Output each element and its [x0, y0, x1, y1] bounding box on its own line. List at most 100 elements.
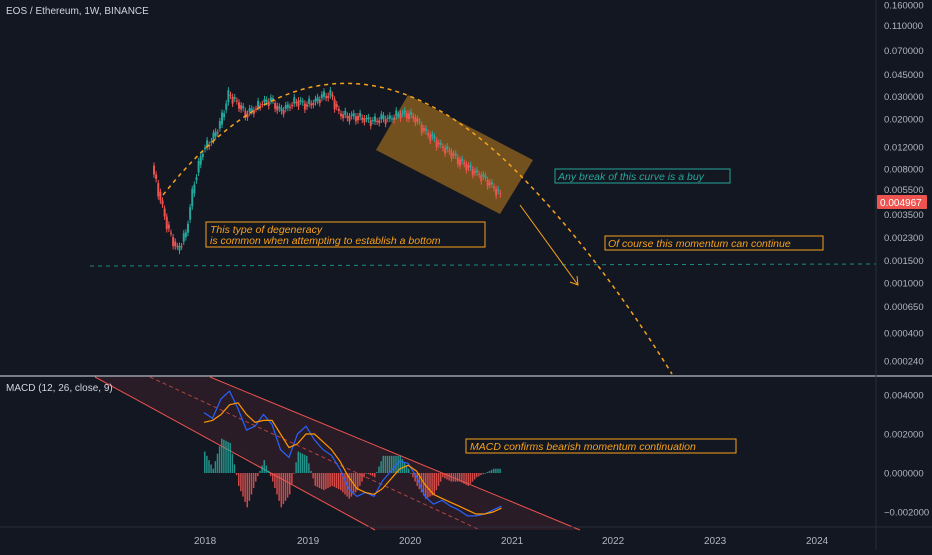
macd-histogram-bar: [333, 473, 336, 487]
annotation-curve-break[interactable]: Any break of this curve is a buy: [554, 168, 731, 184]
candle-body: [246, 113, 249, 118]
candle-body: [361, 117, 364, 120]
macd-histogram-bar: [269, 473, 272, 477]
macd-histogram-bar: [467, 473, 469, 486]
candle-body: [269, 97, 272, 101]
candle-body: [193, 184, 196, 194]
macd-histogram-bar: [414, 473, 416, 482]
candle-body: [499, 192, 502, 195]
macd-tick-label: −0.002000: [884, 508, 929, 519]
price-tick-label: 0.020000: [884, 114, 924, 125]
candle-body: [348, 116, 351, 122]
candle-body: [214, 131, 217, 137]
candle-body: [223, 113, 226, 118]
macd-histogram-bar: [450, 473, 452, 482]
candle-body: [229, 94, 232, 96]
price-tick-label: 0.070000: [884, 46, 924, 57]
candle-body: [476, 170, 478, 173]
candle-body: [255, 108, 257, 110]
candle-body: [405, 113, 408, 119]
macd-channel-lower[interactable]: [94, 376, 376, 531]
candle-body: [497, 189, 500, 191]
candle-body: [446, 146, 449, 150]
macd-histogram-bar: [255, 473, 257, 482]
parabolic-curve[interactable]: [162, 82, 673, 375]
candle-body: [170, 232, 172, 234]
macd-histogram-bar: [308, 463, 310, 473]
candle-body: [235, 100, 238, 102]
macd-histogram-bar: [363, 473, 365, 478]
macd-histogram-bar: [248, 473, 251, 501]
macd-title[interactable]: MACD (12, 26, close, 9): [6, 383, 113, 394]
candle-body: [238, 102, 240, 109]
price-axis[interactable]: 0.160000 0.110000 0.070000 0.045000 0.030000…: [884, 1, 924, 368]
candle-body: [248, 108, 251, 113]
candle-body: [469, 164, 472, 168]
momentum-arrow[interactable]: [519, 204, 579, 286]
macd-histogram-bar: [306, 455, 308, 473]
annotation-momentum[interactable]: Of course this momentum can continue: [604, 235, 824, 251]
macd-histogram-bar: [495, 468, 497, 473]
support-line[interactable]: [89, 263, 877, 267]
macd-histogram-bar: [435, 473, 438, 491]
macd-histogram-bar: [384, 455, 387, 473]
macd-channel-upper[interactable]: [209, 376, 581, 531]
candle-body: [216, 132, 219, 134]
macd-histogram-bar: [431, 473, 433, 496]
macd-histogram-bar: [499, 468, 501, 473]
candle-body: [463, 162, 466, 165]
candle-body: [265, 99, 268, 102]
candle-body: [195, 177, 198, 181]
candle-body: [380, 114, 383, 120]
price-tick-label: 0.003500: [884, 210, 924, 221]
macd-histogram-bar: [263, 460, 265, 473]
candle-body: [333, 99, 336, 110]
macd-histogram-bar: [374, 473, 376, 478]
candle-body: [454, 153, 457, 156]
candle-body: [329, 90, 332, 96]
candle-body: [386, 117, 389, 119]
annotation-macd[interactable]: MACD confirms bearish momentum continuat…: [465, 438, 737, 454]
macd-histogram-bar: [482, 473, 484, 475]
macd-histogram-bar: [218, 446, 221, 473]
symbol-title[interactable]: EOS / Ethereum, 1W, BINANCE: [6, 6, 149, 17]
macd-histogram-bar: [422, 473, 425, 496]
candle-body: [227, 90, 230, 103]
candle-body: [178, 245, 181, 251]
macd-histogram-bar: [314, 473, 316, 486]
candle-body: [189, 207, 192, 220]
candle-body: [225, 103, 228, 110]
candle-body: [276, 105, 279, 111]
annotation-degeneracy[interactable]: This type of degeneracy is common when a…: [205, 221, 486, 248]
candle-body: [495, 188, 498, 196]
candle-body: [252, 110, 255, 114]
time-tick-label: 2023: [704, 536, 727, 547]
macd-histogram-bar: [280, 473, 282, 508]
candle-body: [335, 104, 338, 107]
macd-histogram-bar: [284, 473, 287, 501]
candle-body: [397, 114, 400, 116]
candle-body: [191, 189, 194, 207]
macd-histogram-bar: [433, 473, 435, 495]
macd-histogram-bar: [335, 473, 338, 489]
candle-body: [439, 142, 442, 145]
candle-body: [325, 96, 328, 98]
candle-body: [218, 121, 221, 129]
macd-histogram-bar: [367, 473, 370, 475]
candle-body: [365, 118, 368, 120]
candle-body: [310, 103, 313, 106]
macd-channel[interactable]: [94, 376, 581, 531]
macd-tick-label: 0.002000: [884, 430, 924, 441]
time-axis[interactable]: 2018 2019 2020 2021 2022 2023 2024: [194, 536, 829, 547]
candle-body: [414, 117, 417, 123]
candle-body: [297, 100, 300, 107]
price-tick-label: 0.001500: [884, 256, 924, 267]
candle-body: [388, 115, 391, 119]
macd-histogram-bar: [486, 471, 489, 473]
candle-body: [422, 128, 425, 131]
macd-axis[interactable]: 0.004000 0.002000 0.000000 −0.002000: [884, 391, 929, 519]
macd-histogram-bar: [257, 473, 259, 477]
macd-histogram-bar: [446, 473, 448, 480]
